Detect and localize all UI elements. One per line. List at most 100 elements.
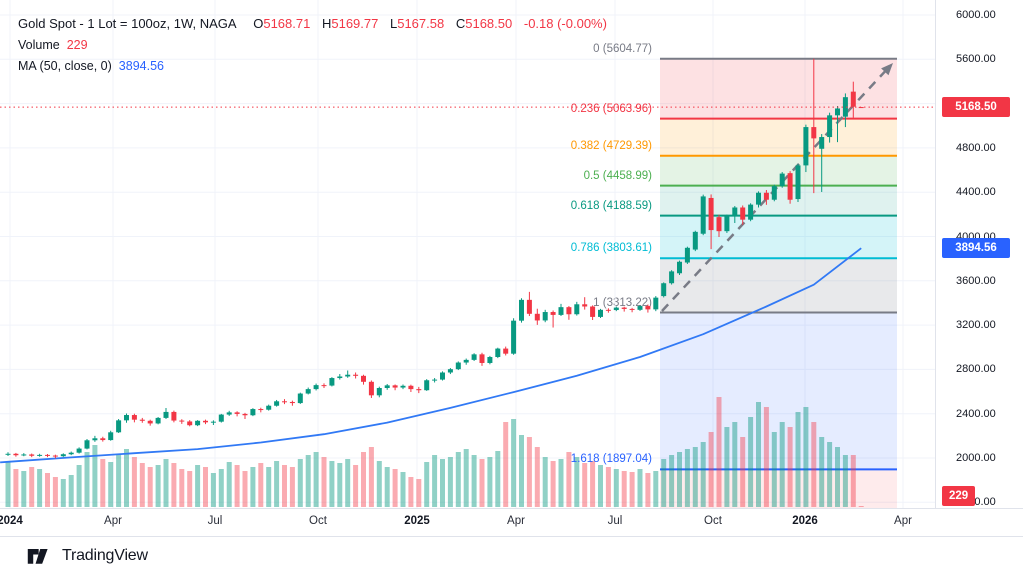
price-axis-label: 2800.00 [956, 363, 996, 376]
fib-band [660, 469, 897, 508]
candle-body [637, 306, 643, 310]
volume-bar [613, 469, 619, 507]
volume-bar [669, 455, 675, 507]
fib-band [660, 258, 897, 313]
volume-bar [266, 467, 272, 507]
volume-bar [637, 469, 643, 507]
volume-bar [171, 463, 177, 507]
fib-label-0: 0 (5604.77) [593, 42, 652, 55]
candle-body [29, 454, 35, 456]
volume-bar [677, 452, 682, 507]
volume-bar [21, 471, 27, 507]
candle-body [139, 419, 145, 421]
price-axis[interactable]: 1600.00 2000.00 2400.00 2800.00 3200.00 3600.… [935, 0, 1023, 535]
volume-bar [400, 472, 406, 507]
volume-bar [511, 419, 517, 507]
candle-body [274, 401, 280, 406]
tradingview-logo-icon [27, 549, 48, 564]
price-axis-label: 3600.00 [956, 274, 996, 287]
candle-body [234, 412, 240, 414]
volume-indicator-row[interactable]: Volume 229 [18, 35, 607, 55]
candle-body [21, 454, 27, 456]
candle-body [92, 438, 98, 441]
candle-body [605, 309, 611, 311]
candle-body [45, 454, 50, 456]
candle-body [645, 306, 651, 310]
candle-body [282, 401, 287, 403]
candle-body [748, 204, 754, 220]
fib-band [660, 155, 897, 186]
ma-label: MA (50, close, 0) [18, 59, 112, 73]
volume-bar [321, 457, 327, 507]
candle-body [392, 385, 398, 388]
candle-body [590, 306, 596, 317]
candle-body [463, 359, 469, 363]
candle-body [250, 409, 256, 416]
volume-bar [756, 402, 761, 507]
last-price-badge: 5168.50 [942, 97, 1010, 118]
volume-bar [218, 469, 224, 507]
price-axis-label: 6000.00 [956, 9, 996, 21]
volume-bar [582, 463, 588, 507]
tradingview-logo[interactable]: TradingView [27, 545, 148, 567]
candle-body [13, 453, 19, 456]
volume-bar [590, 461, 596, 507]
volume-bar [842, 455, 848, 507]
volume-bar [5, 462, 11, 507]
high-label: H [321, 16, 332, 31]
candle-body [124, 415, 129, 421]
candle-body [542, 312, 548, 321]
candle-body [384, 385, 390, 389]
volume-bar [550, 461, 556, 507]
volume-bar [708, 432, 714, 507]
price-axis-label: 5600.00 [956, 53, 996, 66]
candle-body [242, 413, 248, 416]
price-axis-label: 2000.00 [956, 452, 996, 464]
candle-body [447, 369, 453, 373]
candle-body [503, 348, 509, 354]
time-axis-label-2024: 2024 [0, 515, 23, 527]
volume-bar [392, 469, 398, 507]
time-axis[interactable]: 2024 Apr Jul Oct 2025 Apr Jul Oct 2026 Apr [0, 508, 1023, 537]
volume-bar [700, 442, 706, 507]
candle-body [700, 196, 706, 234]
symbol-title[interactable]: Gold Spot - 1 Lot = 100oz, 1W, NAGA [18, 16, 237, 31]
time-axis-label-oct: Oct [704, 515, 722, 527]
candle-body [195, 420, 201, 426]
candle-body [108, 432, 114, 441]
candle-body [779, 173, 785, 187]
volume-bar [353, 465, 359, 507]
volume-bar [495, 451, 501, 507]
candle-body [116, 420, 122, 433]
fib-band [660, 58, 897, 119]
candle-body [400, 385, 406, 388]
open-label: O [253, 16, 264, 31]
candle-body [669, 271, 675, 284]
candle-body [534, 313, 540, 321]
symbol-title-row[interactable]: Gold Spot - 1 Lot = 100oz, 1W, NAGA O516… [18, 14, 607, 34]
volume-bar [503, 422, 509, 507]
candle-body [226, 412, 232, 415]
volume-bar [827, 442, 833, 507]
volume-bar [108, 462, 114, 507]
volume-bar [60, 479, 66, 507]
volume-value-badge: 229 [942, 486, 976, 506]
fib-label-1: 1 (3313.22) [593, 296, 652, 309]
candle-body [345, 374, 351, 377]
volume-bar [155, 465, 161, 507]
candle-body [771, 186, 777, 200]
volume-bar [440, 459, 445, 507]
volume-bar [163, 459, 169, 507]
chart-plot-area[interactable]: 0 (5604.77) 0.236 (5063.96) 0.382 (4729.39… [0, 0, 935, 508]
candle-body [708, 197, 714, 231]
volume-bar [289, 467, 295, 507]
ma-indicator-row[interactable]: MA (50, close, 0) 3894.56 [18, 56, 607, 76]
volume-bar [250, 467, 256, 507]
price-chart-canvas[interactable] [0, 0, 935, 508]
time-axis-label-2025: 2025 [404, 515, 430, 527]
candle-body [819, 137, 825, 149]
volume-bar [645, 473, 651, 507]
ma-value-badge: 3894.56 [942, 238, 1010, 259]
volume-bar [819, 437, 825, 507]
candle-body [187, 421, 193, 426]
